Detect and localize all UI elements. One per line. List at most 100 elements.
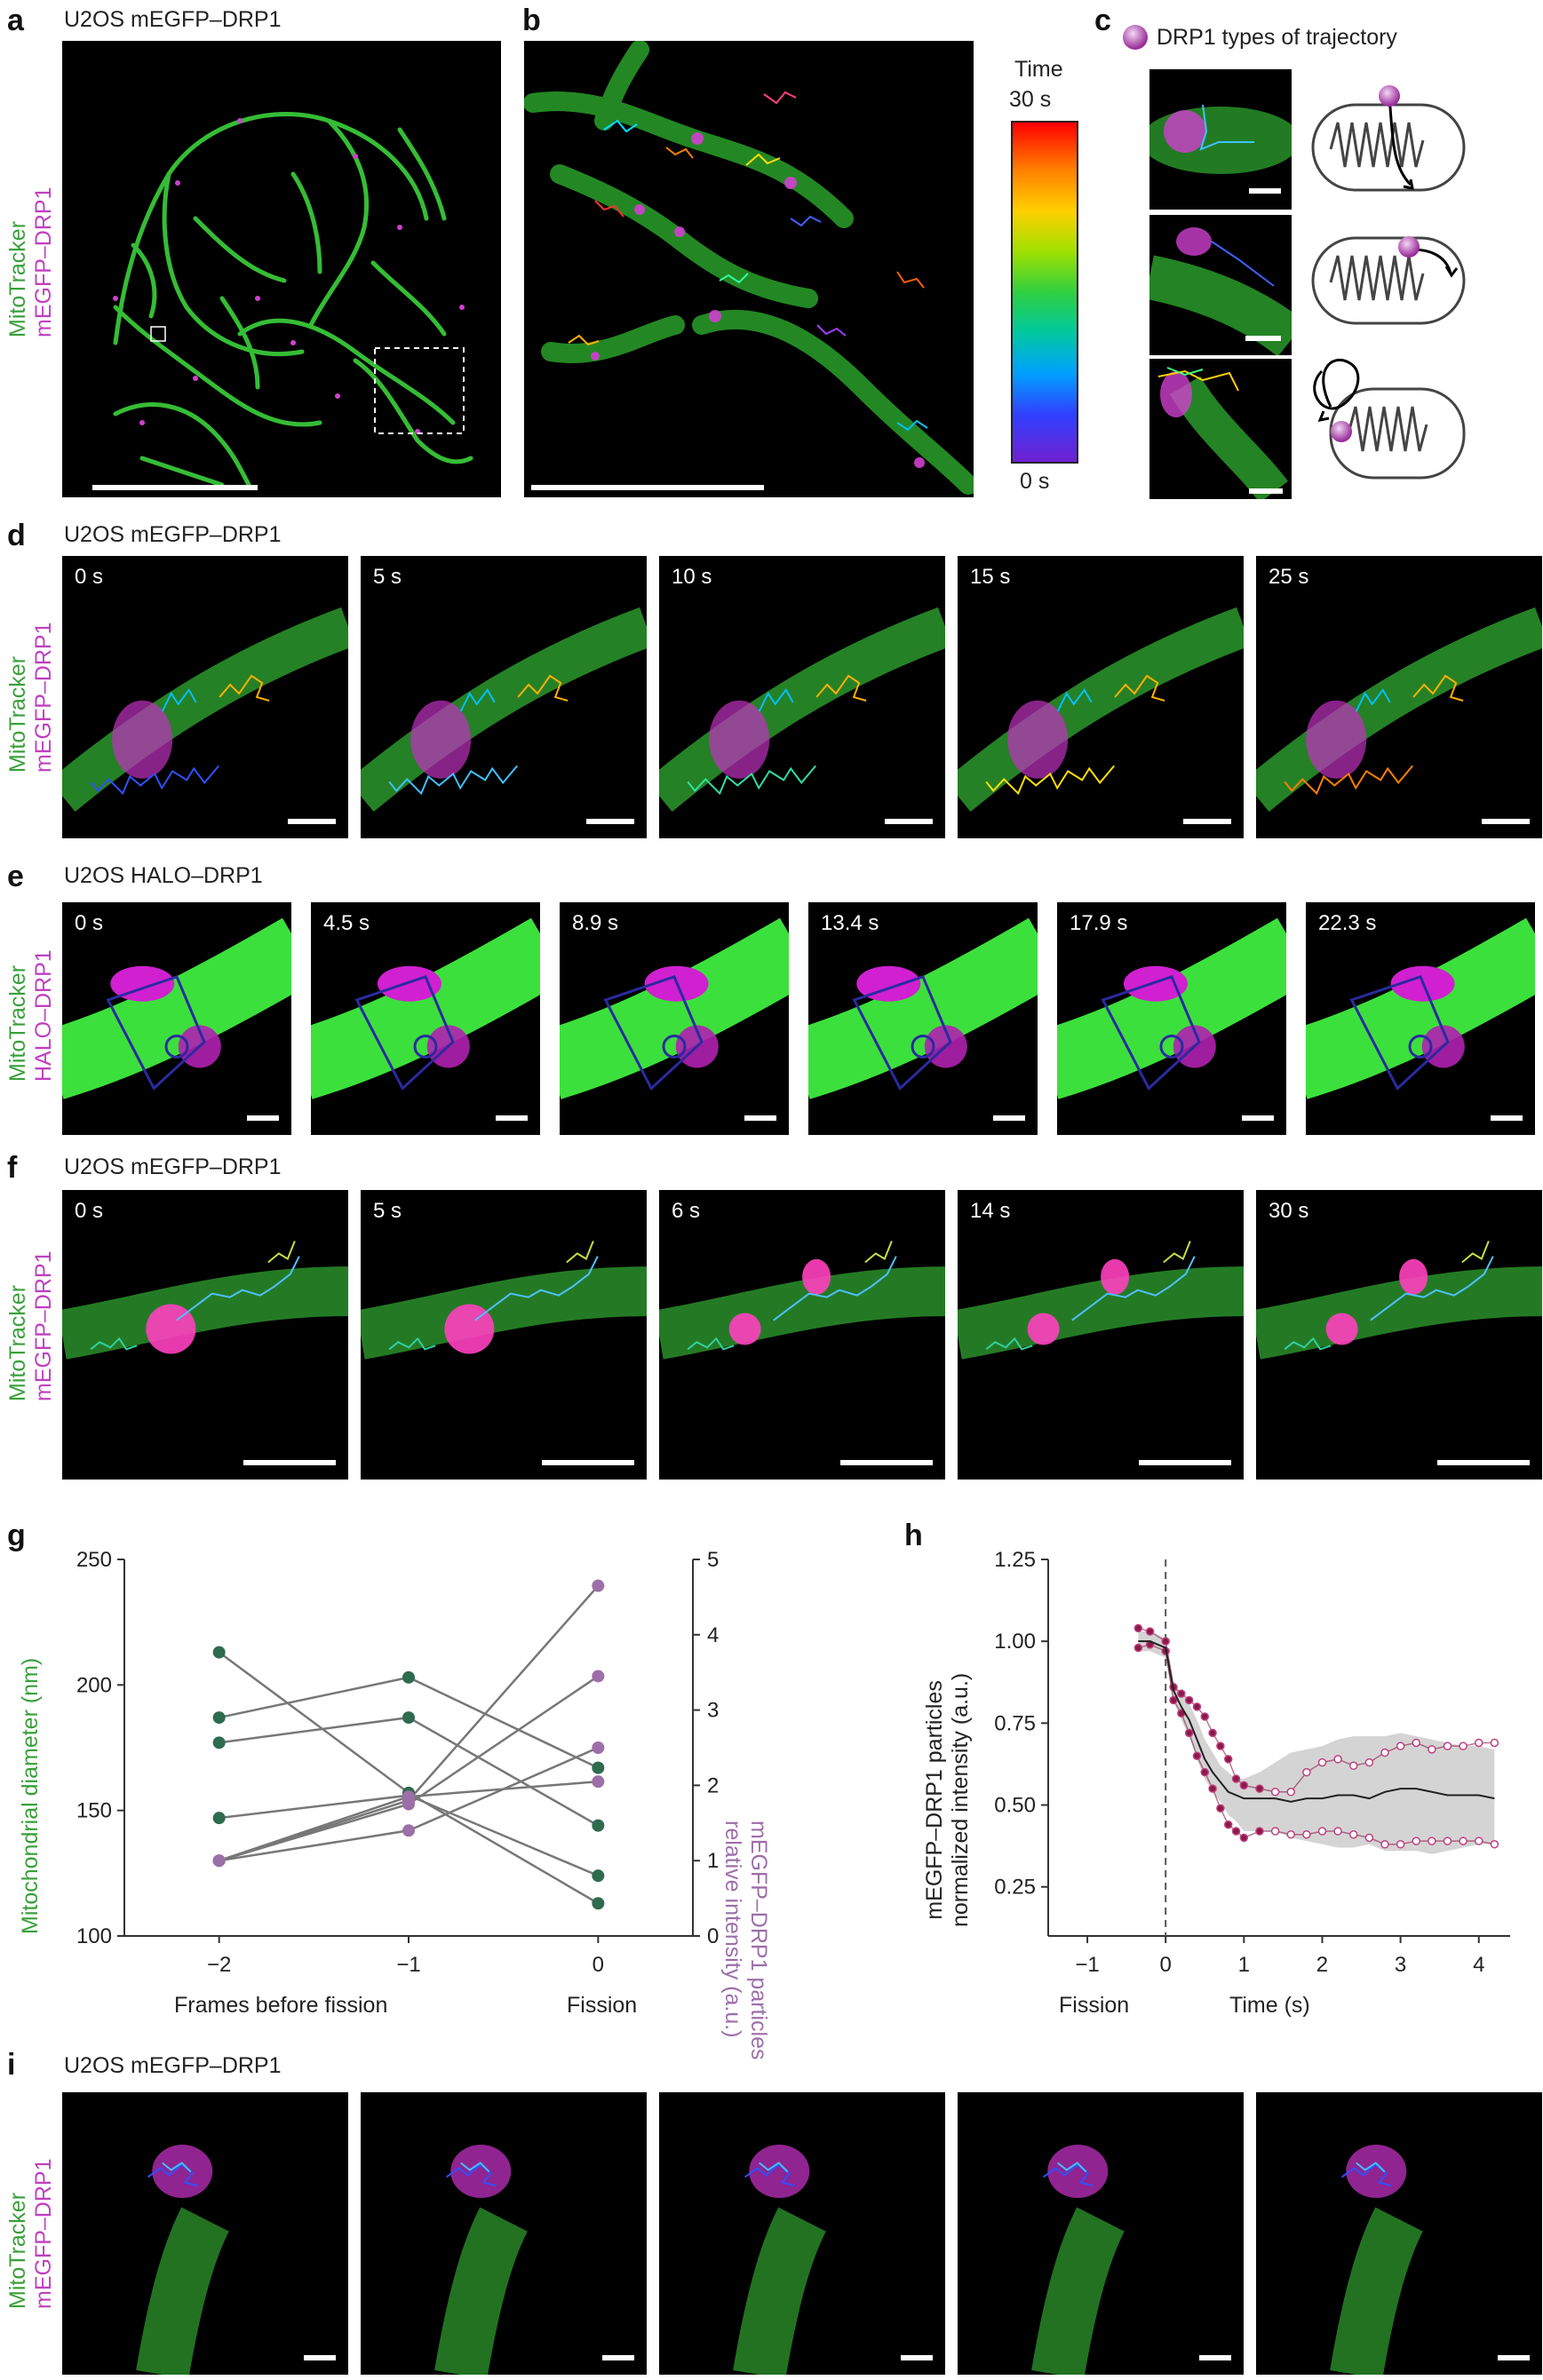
- h-trace-point: [1380, 1840, 1389, 1849]
- scale-bar: [1437, 1460, 1530, 1465]
- timestamp-label: 0 s: [75, 565, 104, 589]
- panel-i-tile: [1256, 2092, 1542, 2375]
- colorbar-max-label: 30 s: [1009, 87, 1052, 112]
- g-intensity-point: [592, 1579, 605, 1592]
- h-trace-point: [1270, 1827, 1280, 1836]
- panel-f-tile: 5 s: [361, 1190, 647, 1480]
- h-trace-point: [1239, 1833, 1249, 1843]
- scale-bar: [1491, 1115, 1523, 1121]
- h-trace-point: [1231, 1827, 1241, 1836]
- micrograph: [1031, 2145, 1125, 2375]
- scale-bar: [1139, 1460, 1231, 1465]
- scale-bar: [1482, 819, 1530, 824]
- scale-bar: [744, 1115, 776, 1121]
- scale-bar: [531, 485, 764, 490]
- scale-bar: [1498, 2355, 1530, 2360]
- h-trace-point: [1380, 1748, 1389, 1757]
- micrograph: [958, 607, 1244, 813]
- timestamp-label: 22.3 s: [1318, 911, 1377, 935]
- timestamp-label: 5 s: [373, 565, 402, 589]
- panel-f-tile: 0 s: [62, 1190, 348, 1480]
- h-trace-point: [1428, 1745, 1436, 1754]
- h-trace-point: [1255, 1827, 1264, 1836]
- h-trace-point: [1412, 1837, 1420, 1845]
- g-diameter-point: [592, 1897, 605, 1910]
- mitochondria-network-image: [113, 112, 473, 488]
- panel-e-tile: 4.5 s: [311, 902, 540, 1135]
- panel-d-title: U2OS mEGFP–DRP1: [64, 522, 282, 547]
- panel-d-tile: 15 s: [958, 556, 1244, 838]
- h-trace-point: [1459, 1741, 1467, 1750]
- h-xlabel-time: Time (s): [1229, 1993, 1310, 2018]
- g-left-tick-label: 100: [76, 1924, 112, 1948]
- h-trace-point: [1348, 1829, 1358, 1839]
- trajectory-arrow-1: [1388, 95, 1412, 186]
- h-xlabel-fission: Fission: [1059, 1993, 1130, 2018]
- panel-h-chart: 1.25 1.00 0.75 0.50 0.25 −1 0 1 2 3 4: [994, 1548, 1510, 1977]
- panel-i-letter: i: [7, 2048, 16, 2082]
- scale-bar: [1245, 336, 1281, 341]
- h-y-axis-label: mEGFP–DRP1 particles normalized intensit…: [922, 1673, 974, 1927]
- g-diameter-point: [592, 1819, 605, 1832]
- h-trace-point: [1364, 1833, 1374, 1843]
- scale-bar: [602, 2355, 634, 2360]
- h-trace-point: [1133, 1643, 1143, 1653]
- panel-a-ylabel: MitoTracker mEGFP–DRP1: [5, 187, 57, 337]
- timestamp-label: 4.5 s: [323, 911, 370, 935]
- micrograph: [62, 917, 291, 1099]
- panel-f-tile: 30 s: [1256, 1190, 1542, 1480]
- h-y-tick-label: 1.25: [994, 1548, 1036, 1572]
- mitotracker-label: MitoTracker: [5, 964, 30, 1082]
- scale-bar: [496, 1115, 528, 1121]
- trajectory-overlay-image: [524, 41, 974, 495]
- h-trace-point: [1208, 1784, 1217, 1793]
- h-y-tick-label: 0.75: [994, 1711, 1036, 1735]
- h-trace-point: [1216, 1741, 1225, 1750]
- scale-bar: [288, 819, 336, 824]
- g-diameter-point: [212, 1646, 226, 1659]
- h-trace-point: [1239, 1781, 1249, 1790]
- panel-e-tile: 22.3 s: [1306, 902, 1535, 1135]
- inset-box-dashed: [374, 347, 465, 434]
- h-y-axis-label-line2: normalized intensity (a.u.): [948, 1672, 973, 1927]
- scale-bar: [885, 819, 933, 824]
- panel-g-letter: g: [7, 1519, 26, 1552]
- g-right-tick-label: 3: [707, 1699, 719, 1723]
- panel-i-tile: [958, 2092, 1244, 2375]
- micrograph: [659, 607, 945, 813]
- micrograph: [1256, 1241, 1542, 1360]
- h-trace-point: [1396, 1741, 1405, 1750]
- scale-bar: [247, 1115, 279, 1121]
- scale-bar: [1199, 2355, 1231, 2360]
- h-x-tick-label: 1: [1238, 1953, 1250, 1977]
- scale-bar: [1242, 1115, 1274, 1121]
- scale-bar: [840, 1460, 933, 1465]
- h-trace-point: [1474, 1837, 1483, 1845]
- timestamp-label: 30 s: [1269, 1199, 1309, 1223]
- g-x-tick-label: 0: [593, 1953, 604, 1977]
- h-trace-point: [1364, 1757, 1374, 1767]
- h-trace-point: [1192, 1751, 1202, 1760]
- panel-a-title: U2OS mEGFP–DRP1: [64, 7, 282, 32]
- h-trace-point: [1286, 1829, 1295, 1839]
- g-diameter-point: [212, 1711, 226, 1725]
- panel-f-letter: f: [7, 1151, 18, 1185]
- scale-bar: [586, 819, 634, 824]
- g-intensity-point: [402, 1790, 415, 1804]
- h-y-tick-label: 1.00: [994, 1630, 1036, 1654]
- h-trace-point: [1317, 1827, 1327, 1836]
- h-trace-point: [1177, 1689, 1186, 1698]
- h-trace-point: [1145, 1627, 1155, 1636]
- micrograph: [1306, 917, 1535, 1099]
- drp1-label: HALO–DRP1: [31, 949, 56, 1082]
- panel-a-letter: a: [7, 4, 24, 37]
- g-diameter-point: [212, 1736, 226, 1749]
- h-y-axis-label-line1: mEGFP–DRP1 particles: [922, 1680, 947, 1920]
- micrograph: [659, 1241, 945, 1360]
- panel-c-title: DRP1 types of trajectory: [1157, 25, 1397, 50]
- h-mean-line: [1138, 1640, 1495, 1803]
- g-x-tick-label: −1: [396, 1953, 420, 1977]
- scale-bar: [243, 1460, 336, 1465]
- micrograph: [136, 2145, 229, 2375]
- panel-e-letter: e: [7, 860, 24, 893]
